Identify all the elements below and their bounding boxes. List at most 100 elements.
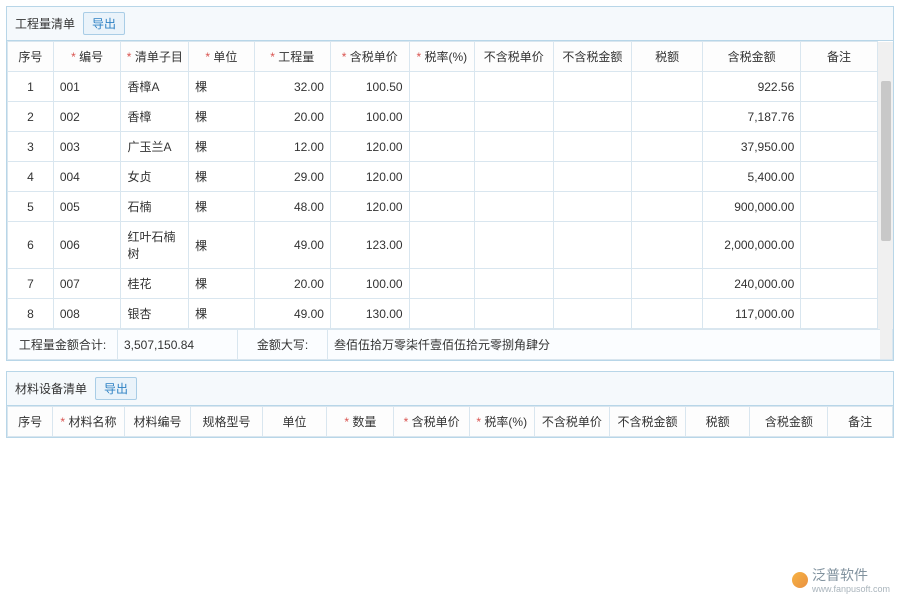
cell-inctaxamt: 240,000.00 <box>703 269 801 299</box>
capital-value: 叁佰伍拾万零柒仟壹佰伍拾元零捌角肆分 <box>328 330 893 360</box>
cell-remark <box>801 192 877 222</box>
scrollbar-thumb[interactable] <box>881 81 891 241</box>
cell-taxamt <box>632 72 703 102</box>
m-col-extaxprice: 不含税单价 <box>534 407 610 437</box>
cell-seq: 2 <box>8 102 54 132</box>
col-seq: 序号 <box>8 42 54 72</box>
cell-extaxprice <box>475 162 554 192</box>
col-extaxprice: 不含税单价 <box>475 42 554 72</box>
cell-qty: 32.00 <box>254 72 330 102</box>
cell-taxprice: 123.00 <box>330 222 409 269</box>
cell-taxprice: 130.00 <box>330 299 409 329</box>
table-row[interactable]: 8008银杏棵49.00130.00117,000.00 <box>8 299 893 329</box>
logo-icon <box>792 572 808 588</box>
cell-seq: 5 <box>8 192 54 222</box>
cell-item: 桂花 <box>121 269 189 299</box>
cell-extaxamt <box>553 192 632 222</box>
cell-code: 004 <box>53 162 121 192</box>
cell-inctaxamt: 5,400.00 <box>703 162 801 192</box>
cell-rate <box>409 222 474 269</box>
m-col-remark: 备注 <box>828 407 893 437</box>
col-extaxamt: 不含税金额 <box>553 42 632 72</box>
cell-remark <box>801 222 877 269</box>
watermark-url: www.fanpusoft.com <box>812 585 890 594</box>
col-item: 清单子目 <box>121 42 189 72</box>
material-header-row: 序号 材料名称 材料编号 规格型号 单位 数量 含税单价 税率(%) 不含税单价… <box>8 407 893 437</box>
cell-extaxprice <box>475 299 554 329</box>
col-qty: 工程量 <box>254 42 330 72</box>
cell-rate <box>409 269 474 299</box>
m-col-rate: 税率(%) <box>469 407 534 437</box>
cell-extaxamt <box>553 132 632 162</box>
table-row[interactable]: 5005石楠棵48.00120.00900,000.00 <box>8 192 893 222</box>
col-rate: 税率(%) <box>409 42 474 72</box>
cell-seq: 7 <box>8 269 54 299</box>
cell-code: 006 <box>53 222 121 269</box>
table-row[interactable]: 6006红叶石楠树棵49.00123.002,000,000.00 <box>8 222 893 269</box>
cell-qty: 48.00 <box>254 192 330 222</box>
m-col-code: 材料编号 <box>124 407 191 437</box>
total-value: 3,507,150.84 <box>118 330 238 360</box>
m-col-seq: 序号 <box>8 407 53 437</box>
cell-seq: 6 <box>8 222 54 269</box>
table-row[interactable]: 3003广玉兰A棵12.00120.0037,950.00 <box>8 132 893 162</box>
cell-taxprice: 120.00 <box>330 162 409 192</box>
table-row[interactable]: 7007桂花棵20.00100.00240,000.00 <box>8 269 893 299</box>
cell-rate <box>409 192 474 222</box>
panel2-title: 材料设备清单 <box>15 380 87 397</box>
vertical-scrollbar[interactable] <box>880 81 892 359</box>
table-row[interactable]: 1001香樟A棵32.00100.50922.56 <box>8 72 893 102</box>
m-col-spec: 规格型号 <box>191 407 262 437</box>
m-col-qty: 数量 <box>327 407 394 437</box>
cell-item: 香樟 <box>121 102 189 132</box>
panel1-header: 工程量清单 导出 <box>7 7 893 41</box>
cell-taxamt <box>632 192 703 222</box>
cell-unit: 棵 <box>189 102 254 132</box>
m-col-unit: 单位 <box>262 407 327 437</box>
export-button-2[interactable]: 导出 <box>95 377 137 400</box>
panel2-header: 材料设备清单 导出 <box>7 372 893 406</box>
cell-extaxprice <box>475 269 554 299</box>
cell-extaxprice <box>475 192 554 222</box>
cell-unit: 棵 <box>189 299 254 329</box>
cell-inctaxamt: 117,000.00 <box>703 299 801 329</box>
cell-unit: 棵 <box>189 132 254 162</box>
panel1-table-wrap: 序号 编号 清单子目 单位 工程量 含税单价 税率(%) 不含税单价 不含税金额… <box>7 41 893 360</box>
cell-taxamt <box>632 162 703 192</box>
cell-extaxamt <box>553 299 632 329</box>
table-row[interactable]: 2002香樟棵20.00100.007,187.76 <box>8 102 893 132</box>
watermark-brand: 泛普软件 <box>812 567 868 583</box>
watermark: 泛普软件 www.fanpusoft.com <box>792 565 890 594</box>
col-taxprice: 含税单价 <box>330 42 409 72</box>
cell-extaxamt <box>553 162 632 192</box>
cell-qty: 49.00 <box>254 222 330 269</box>
cell-code: 007 <box>53 269 121 299</box>
cell-unit: 棵 <box>189 269 254 299</box>
cell-remark <box>801 132 877 162</box>
material-table: 序号 材料名称 材料编号 规格型号 单位 数量 含税单价 税率(%) 不含税单价… <box>7 406 893 437</box>
cell-qty: 20.00 <box>254 269 330 299</box>
cell-taxamt <box>632 222 703 269</box>
cell-seq: 1 <box>8 72 54 102</box>
cell-code: 003 <box>53 132 121 162</box>
panel1-title: 工程量清单 <box>15 15 75 32</box>
cell-taxprice: 120.00 <box>330 192 409 222</box>
cell-qty: 29.00 <box>254 162 330 192</box>
col-inctaxamt: 含税金额 <box>703 42 801 72</box>
cell-extaxamt <box>553 72 632 102</box>
cell-item: 香樟A <box>121 72 189 102</box>
quantity-table: 序号 编号 清单子目 单位 工程量 含税单价 税率(%) 不含税单价 不含税金额… <box>7 41 893 329</box>
cell-inctaxamt: 900,000.00 <box>703 192 801 222</box>
cell-rate <box>409 162 474 192</box>
cell-rate <box>409 299 474 329</box>
cell-seq: 8 <box>8 299 54 329</box>
col-code: 编号 <box>53 42 121 72</box>
cell-code: 001 <box>53 72 121 102</box>
export-button-1[interactable]: 导出 <box>83 12 125 35</box>
cell-taxamt <box>632 102 703 132</box>
cell-extaxprice <box>475 72 554 102</box>
cell-item: 红叶石楠树 <box>121 222 189 269</box>
cell-extaxprice <box>475 132 554 162</box>
table-row[interactable]: 4004女贞棵29.00120.005,400.00 <box>8 162 893 192</box>
cell-unit: 棵 <box>189 162 254 192</box>
